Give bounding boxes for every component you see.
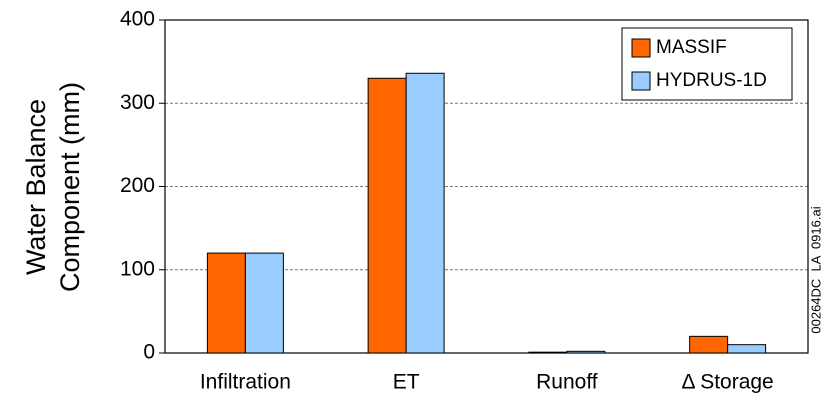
bar	[689, 335, 729, 354]
y-axis-label: Water Balance	[21, 99, 51, 275]
bar	[405, 72, 445, 354]
bar	[727, 344, 767, 354]
y-tick-label: 100	[120, 257, 155, 280]
x-tick-label: ET	[393, 371, 420, 394]
y-axis-label: Component (mm)	[55, 82, 85, 292]
x-tick-label: Infiltration	[200, 371, 291, 394]
y-tick-label: 200	[120, 174, 155, 197]
plot-frame	[164, 19, 809, 354]
legend-swatch	[631, 38, 651, 58]
legend-swatch	[631, 71, 651, 91]
x-tick-label: Runoff	[536, 371, 598, 394]
x-tick-label: Δ Storage	[681, 371, 773, 394]
bar	[528, 351, 568, 354]
bar	[206, 252, 246, 354]
bar	[367, 77, 407, 354]
legend-label: HYDRUS-1D	[656, 70, 767, 91]
annotation: 00264DC LA 0916.ai	[808, 206, 823, 333]
y-tick-label: 0	[143, 341, 155, 364]
legend-label: MASSIF	[656, 37, 727, 58]
y-tick-label: 300	[120, 91, 155, 114]
bar	[244, 252, 284, 354]
y-tick-label: 400	[120, 8, 155, 31]
bar	[566, 350, 606, 354]
